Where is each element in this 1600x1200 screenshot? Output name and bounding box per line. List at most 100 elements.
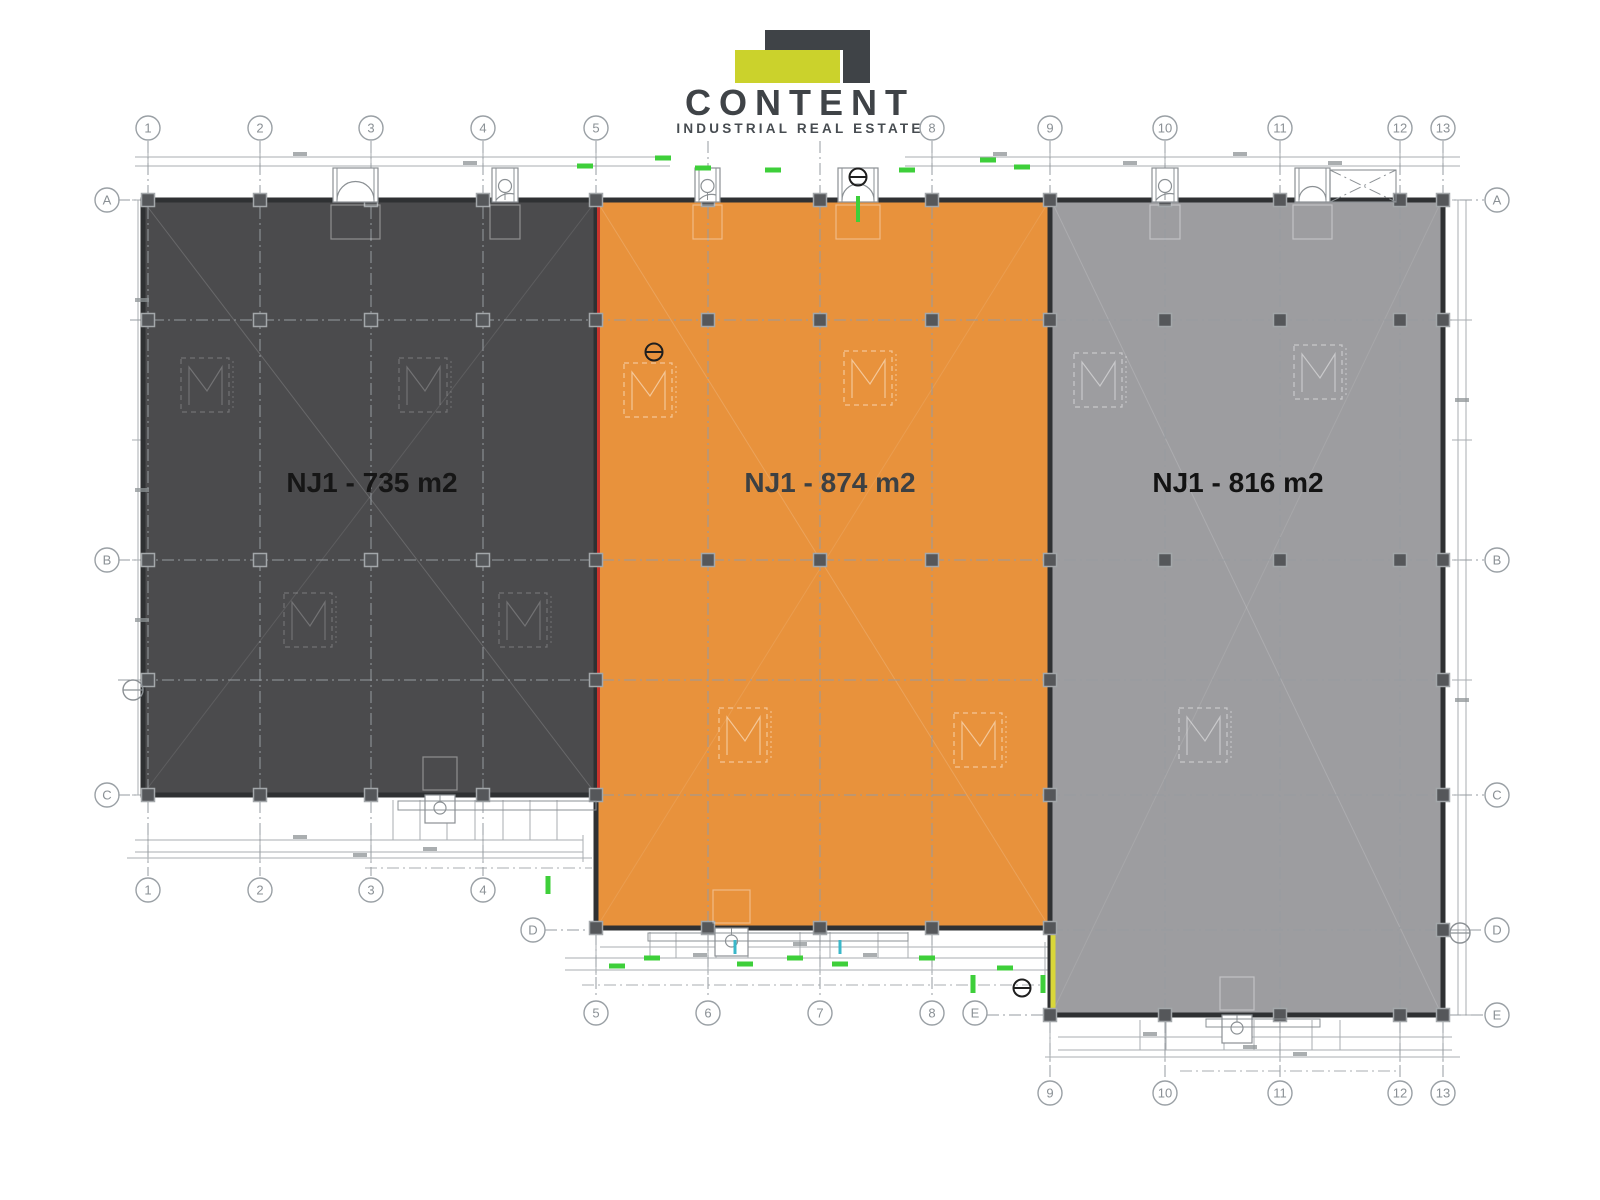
unit-NJ1-735[interactable] [143, 200, 596, 795]
dim-text-smudge [135, 618, 149, 622]
column-square [252, 787, 268, 803]
svg-text:E: E [1493, 1008, 1502, 1023]
svg-text:B: B [103, 553, 112, 568]
column-square [1042, 192, 1058, 208]
svg-text:C: C [102, 788, 111, 803]
green-dim-mark [1040, 975, 1046, 993]
dim-text-smudge [1293, 1052, 1307, 1056]
green-dim-mark [970, 975, 976, 993]
grid-column-bubble-12: 12 [1387, 115, 1413, 141]
svg-text:5: 5 [592, 1006, 599, 1021]
svg-text:12: 12 [1393, 121, 1407, 136]
architect-stamp-watermark [1178, 707, 1232, 763]
column-square [924, 312, 940, 328]
dim-text-smudge [135, 298, 149, 302]
dim-text-smudge [693, 953, 707, 957]
green-dim-mark [609, 963, 625, 969]
column-square [1435, 312, 1451, 328]
architect-stamp-watermark [953, 712, 1007, 768]
grid-column-bubble-12-bottom: 12 [1387, 1080, 1413, 1106]
column-square [1272, 1007, 1288, 1023]
dim-text-smudge [1243, 1045, 1257, 1049]
green-dim-mark [997, 965, 1013, 971]
column-square [924, 552, 940, 568]
unit-fills [143, 200, 1443, 1015]
svg-text:A: A [1493, 193, 1502, 208]
architect-stamp-watermark [398, 357, 452, 413]
column-square [1435, 672, 1451, 688]
svg-text:B: B [1493, 553, 1502, 568]
column-square [1272, 312, 1288, 328]
svg-text:D: D [528, 923, 537, 938]
dimension-marks [122, 152, 1471, 1056]
column-square [588, 312, 604, 328]
svg-text:9: 9 [1046, 121, 1053, 136]
column-square [140, 787, 156, 803]
grid-row-bubble-E-right: E [1484, 1002, 1510, 1028]
svg-text:1: 1 [144, 121, 151, 136]
grid-column-bubble-13: 13 [1430, 115, 1456, 141]
green-dim-mark [1014, 164, 1030, 170]
grid-column-bubble-11: 11 [1267, 115, 1293, 141]
grid-column-bubble-2: 2 [247, 115, 273, 141]
column-square [1392, 552, 1408, 568]
unit-NJ1-816[interactable] [1050, 200, 1443, 1015]
single-door [1219, 976, 1255, 1044]
svg-text:D: D [1492, 923, 1501, 938]
wall-port-icon [122, 679, 144, 701]
column-square [475, 787, 491, 803]
architect-stamp-watermark [498, 592, 552, 648]
svg-text:8: 8 [928, 121, 935, 136]
dim-text-smudge [863, 953, 877, 957]
column-square [700, 312, 716, 328]
green-dim-mark [765, 167, 781, 173]
grid-column-bubble-8-bottom: 8 [919, 1000, 945, 1026]
double-door [330, 167, 381, 240]
dim-text-smudge [1123, 161, 1137, 165]
unit-label: NJ1 - 816 m2 [1152, 467, 1323, 498]
grid-row-bubble-E: E [962, 1000, 988, 1026]
brand-name: CONTENT [685, 82, 915, 123]
column-square [252, 312, 268, 328]
column-square [1435, 192, 1451, 208]
svg-text:A: A [103, 193, 112, 208]
wall-port-icon [1449, 922, 1471, 944]
column-square [1042, 920, 1058, 936]
logo-mark-dark-icon [765, 30, 870, 50]
brand-logo: CONTENT INDUSTRIAL REAL ESTATE [0, 0, 1600, 150]
column-square [1042, 552, 1058, 568]
svg-text:3: 3 [367, 121, 374, 136]
dim-text-smudge [993, 152, 1007, 156]
column-square [140, 552, 156, 568]
dim-text-smudge [353, 853, 367, 857]
grid-column-bubble-3: 3 [358, 115, 384, 141]
doors [330, 167, 1397, 1044]
architect-stamp-watermark [623, 362, 677, 418]
grid-row-bubble-C: C [94, 782, 120, 808]
grid-column-bubble-10-bottom: 10 [1152, 1080, 1178, 1106]
svg-text:3: 3 [367, 883, 374, 898]
column-square [252, 552, 268, 568]
svg-text:11: 11 [1273, 1086, 1287, 1101]
dim-text-smudge [293, 152, 307, 156]
grid-column-bubble-2-bottom: 2 [247, 877, 273, 903]
column-square [363, 312, 379, 328]
grid-column-bubble-7-bottom: 7 [807, 1000, 833, 1026]
svg-text:12: 12 [1393, 1086, 1407, 1101]
svg-text:8: 8 [928, 1006, 935, 1021]
brand-tagline: INDUSTRIAL REAL ESTATE [676, 121, 924, 136]
grid-column-bubble-11-bottom: 11 [1267, 1080, 1293, 1106]
logo-mark-green-icon [735, 50, 840, 83]
column-square [363, 787, 379, 803]
unit-label: NJ1 - 874 m2 [744, 467, 915, 498]
architect-stamp-watermark [843, 350, 897, 406]
column-square [588, 192, 604, 208]
single-door [1149, 167, 1181, 240]
dim-text-smudge [423, 847, 437, 851]
column-square [140, 672, 156, 688]
svg-text:6: 6 [704, 1006, 711, 1021]
labels: NJ1 - 735 m2 NJ1 - 874 m2 NJ1 - 816 m21122… [94, 115, 1510, 1106]
green-dim-mark [577, 163, 593, 169]
svg-text:2: 2 [256, 883, 263, 898]
